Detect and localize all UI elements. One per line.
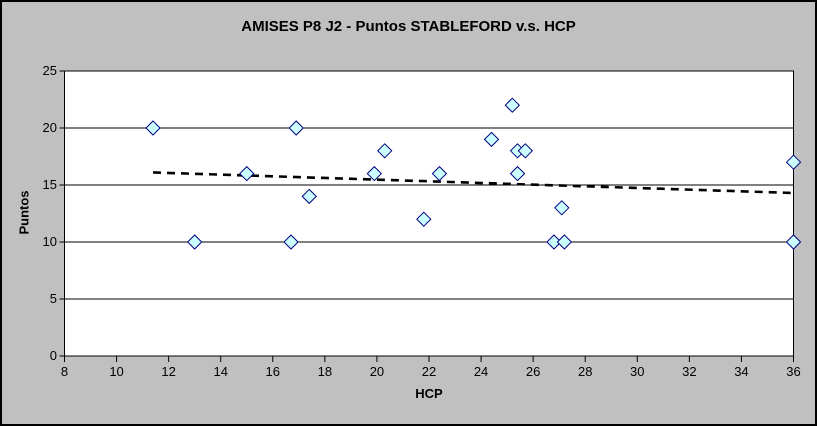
data-point	[301, 188, 317, 205]
data-point	[186, 234, 203, 250]
data-point	[554, 200, 570, 216]
data-point	[377, 143, 393, 159]
data-point	[283, 234, 299, 250]
data-point	[416, 211, 432, 227]
data-point	[504, 97, 521, 113]
data-point	[288, 120, 304, 136]
data-point	[556, 234, 573, 250]
plot-background	[64, 70, 794, 357]
data-point	[366, 165, 383, 182]
data-point	[546, 234, 562, 250]
data-point	[431, 165, 448, 182]
data-point	[239, 165, 255, 182]
trendline	[152, 171, 794, 195]
data-point	[785, 154, 802, 170]
data-point	[145, 120, 161, 136]
data-point	[785, 234, 802, 250]
x-axis-title: HCP	[415, 386, 443, 401]
data-point	[483, 131, 500, 148]
y-axis-title: Puntos	[16, 190, 32, 235]
data-point	[509, 165, 526, 182]
chart-title: AMISES P8 J2 - Puntos STABLEFORD v.s. HC…	[241, 18, 576, 35]
data-point	[517, 143, 534, 159]
